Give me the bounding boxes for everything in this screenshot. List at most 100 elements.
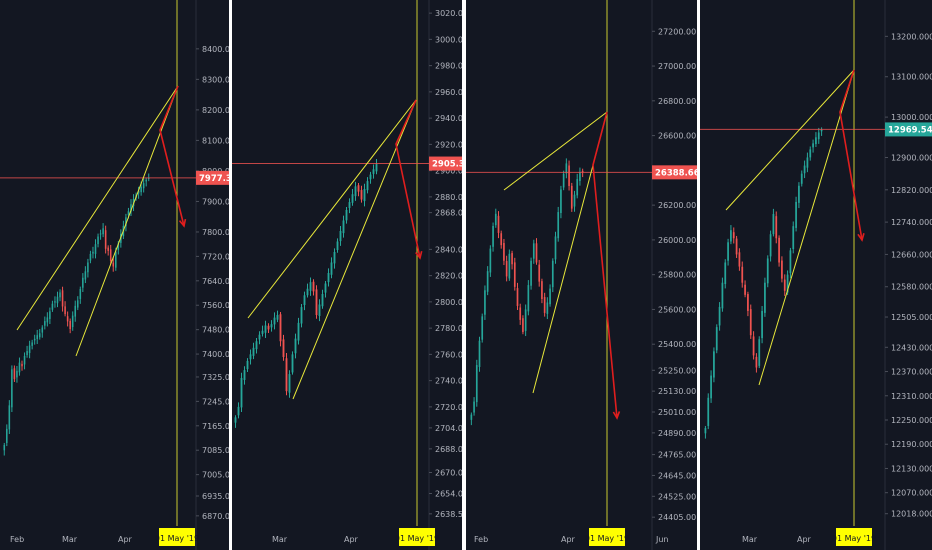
projection-arrowhead <box>612 411 621 420</box>
last-price-tag <box>196 170 229 185</box>
candle-body <box>125 217 127 227</box>
candle-body <box>249 354 252 360</box>
y-tick-label: 7900.00 <box>202 197 229 206</box>
candle-body <box>71 315 74 328</box>
candle-body <box>16 370 18 378</box>
candle-body <box>303 295 306 306</box>
x-tick-label: Apr <box>797 535 812 544</box>
candle-body <box>721 282 724 309</box>
candle-body <box>798 185 800 203</box>
candle-body <box>145 179 147 182</box>
y-tick-label: 12900.0000 <box>891 154 932 163</box>
candle-body <box>789 250 792 274</box>
candle-body <box>707 397 710 426</box>
candle-body <box>560 189 562 213</box>
wedge-upper-line <box>725 69 855 211</box>
candle-body <box>246 360 249 370</box>
candle-body <box>535 243 538 263</box>
candle-body <box>492 225 494 247</box>
candle-body <box>360 190 363 200</box>
candle-body <box>74 305 77 317</box>
candle-body <box>36 335 39 340</box>
wedge-upper-line <box>16 85 179 331</box>
candle-body <box>741 266 744 283</box>
candle-body <box>92 251 94 254</box>
y-tick-label: 2940.00 <box>435 114 462 123</box>
last-price-tag <box>885 122 932 137</box>
candle-body <box>538 264 541 282</box>
candle-body <box>82 277 84 288</box>
candle-body <box>527 285 530 312</box>
y-tick-label: 8200.00 <box>202 106 229 115</box>
candle-body <box>744 284 746 295</box>
y-tick-label: 8300.00 <box>202 75 229 84</box>
y-tick-label: 6935.00 <box>202 492 229 501</box>
candle-body <box>282 339 285 357</box>
candle-body <box>31 342 33 346</box>
chart-panel-1[interactable]: 8400.008300.008200.008100.008000.007900.… <box>0 0 229 550</box>
candle-body <box>99 233 102 235</box>
projection-arrowhead <box>178 218 187 228</box>
chart-panel-3[interactable]: 27200.0027000.0026800.0026600.0026400.00… <box>466 0 697 550</box>
candle-body <box>21 363 23 367</box>
y-tick-label: 2740.00 <box>435 377 462 386</box>
projection-arrow <box>395 99 421 259</box>
candle-body <box>508 253 511 279</box>
candle-body <box>500 233 503 246</box>
candle-body <box>815 137 817 145</box>
candle-body <box>704 428 707 434</box>
candle-body <box>803 165 806 174</box>
candle-body <box>321 294 324 307</box>
last-price-label: 12969.5400 <box>888 125 932 135</box>
y-tick-label: 26800.00 <box>658 97 696 106</box>
candle-body <box>473 401 475 413</box>
y-tick-label: 6870.00 <box>202 512 229 521</box>
candle-body <box>806 157 809 168</box>
y-tick-label: 24405.00 <box>658 513 696 522</box>
candle-body <box>557 212 560 239</box>
candle-body <box>234 417 237 423</box>
candle-body <box>345 210 348 221</box>
y-tick-label: 12250.0000 <box>891 416 932 425</box>
candle-body <box>792 226 795 250</box>
y-tick-label: 2688.00 <box>435 445 462 454</box>
last-price-label: 26388.66 <box>655 168 697 178</box>
candle-body <box>102 228 104 235</box>
candle-body <box>769 234 772 257</box>
projection-arrow <box>592 111 618 419</box>
candle-body <box>730 230 732 242</box>
candle-body <box>252 347 255 356</box>
y-tick-label: 2638.50 <box>435 510 462 519</box>
candle-body <box>758 339 761 366</box>
candle-body <box>59 292 61 298</box>
candle-body <box>273 317 276 325</box>
candle-body <box>778 237 780 263</box>
candle-body <box>318 304 321 316</box>
candle-body <box>732 232 735 239</box>
candle-body <box>94 244 97 254</box>
candle-body <box>513 262 516 287</box>
candle-body <box>142 183 145 189</box>
candle-body <box>342 220 345 234</box>
chart-svg-2: 3020.00 3000.00 2980.00 2960.00 2940.00 2920.… <box>232 0 462 550</box>
candle-body <box>13 368 16 380</box>
last-price-tag <box>652 165 697 180</box>
candle-body <box>775 216 778 239</box>
candle-body <box>315 289 318 315</box>
candle-body <box>285 358 288 392</box>
y-tick-label: 3000.00 <box>435 35 462 44</box>
chart-panel-4[interactable]: 13200.0000 13100.0000 13000.0000 12900.0000… <box>700 0 932 550</box>
candle-body <box>581 170 584 173</box>
y-tick-label: 2670.00 <box>435 469 462 478</box>
y-tick-label: 7720.00 <box>202 252 229 261</box>
candle-body <box>354 186 357 197</box>
candle-body <box>130 204 132 212</box>
last-price-tag <box>429 156 462 171</box>
y-tick-label: 25800.00 <box>658 271 696 280</box>
chart-panel-2[interactable]: 3020.00 3000.00 2980.00 2960.00 2940.00 2920.… <box>232 0 462 550</box>
candle-body <box>28 345 31 354</box>
candle-body <box>327 273 330 283</box>
y-tick-label: 27000.00 <box>658 62 696 71</box>
candle-body <box>330 262 333 275</box>
candle-body <box>375 164 378 172</box>
